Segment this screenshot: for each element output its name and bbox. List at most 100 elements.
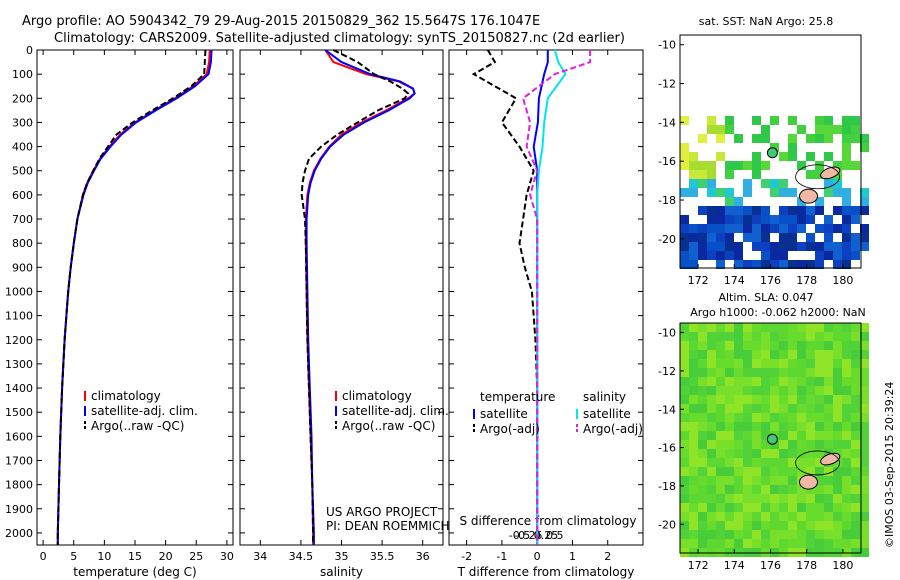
map-cell	[815, 242, 824, 251]
map-cell	[734, 368, 743, 377]
map-cell	[698, 395, 707, 404]
map-cell	[833, 494, 842, 503]
map-cell	[707, 413, 716, 422]
map-cell	[833, 440, 842, 449]
map-cell	[707, 188, 716, 197]
map-cell	[752, 539, 761, 548]
map-cell	[851, 206, 860, 215]
map-cell	[842, 161, 851, 170]
map-cell	[824, 386, 833, 395]
map-cell	[725, 404, 734, 413]
map-cell	[860, 197, 869, 206]
map-cell	[797, 485, 806, 494]
map-cell	[734, 521, 743, 530]
map-cell	[689, 449, 698, 458]
map-cell	[761, 260, 770, 269]
map-cell	[707, 386, 716, 395]
map-cell	[860, 413, 869, 422]
map-cell	[761, 206, 770, 215]
map-cell	[815, 260, 824, 269]
x-axis-label: T difference from climatology	[457, 565, 635, 579]
map-cell	[752, 503, 761, 512]
map-cell	[752, 233, 761, 242]
map-cell	[725, 386, 734, 395]
depth-tick-label: 1400	[5, 382, 33, 395]
map-cell	[725, 539, 734, 548]
map-cell	[788, 143, 797, 152]
map-cell	[788, 242, 797, 251]
series-line-2	[56, 49, 213, 545]
x-axis-label: salinity	[320, 565, 363, 579]
map-cell	[725, 215, 734, 224]
map-cell	[842, 521, 851, 530]
map-cell	[680, 422, 689, 431]
map-cell	[752, 404, 761, 413]
map-cell	[779, 332, 788, 341]
map-cell	[698, 512, 707, 521]
map-cell	[851, 161, 860, 170]
salinity-panel: 34 34.5 35 35.5 36 salinity climatologysatelli…	[239, 49, 449, 579]
map-cell	[707, 449, 716, 458]
map-cell	[851, 422, 860, 431]
map-cell	[815, 323, 824, 332]
map-cell	[851, 512, 860, 521]
map-cell	[824, 152, 833, 161]
map-cell	[851, 341, 860, 350]
map-cell	[752, 341, 761, 350]
map-cell	[716, 395, 725, 404]
map-cell	[779, 503, 788, 512]
map-cell	[833, 476, 842, 485]
map-cell	[752, 395, 761, 404]
map-cell	[743, 206, 752, 215]
map-cell	[716, 539, 725, 548]
map-cell	[734, 494, 743, 503]
map-cell	[788, 188, 797, 197]
map-cell	[851, 215, 860, 224]
map-cell	[806, 323, 815, 332]
map-cell	[860, 143, 869, 152]
map-cell	[680, 440, 689, 449]
island-shape	[820, 452, 841, 466]
map-cell	[707, 431, 716, 440]
map-cell	[788, 503, 797, 512]
map-cell	[815, 512, 824, 521]
map-cell	[824, 521, 833, 530]
map-cell	[806, 242, 815, 251]
map-cell	[842, 188, 851, 197]
map-cell	[824, 503, 833, 512]
map-cell	[680, 521, 689, 530]
island-shape	[820, 166, 841, 180]
map-cell	[788, 422, 797, 431]
map-cell	[842, 152, 851, 161]
x-tick-label: 5	[70, 550, 77, 563]
map-cell	[725, 341, 734, 350]
map-cell	[770, 386, 779, 395]
map-cell	[743, 458, 752, 467]
map-cell	[851, 494, 860, 503]
map-cell	[725, 413, 734, 422]
map-cell	[815, 377, 824, 386]
map-cell	[698, 404, 707, 413]
map-cell	[725, 377, 734, 386]
map-y-tick-label: -16	[658, 442, 676, 455]
map-cell	[824, 188, 833, 197]
map-cell	[824, 332, 833, 341]
map-cell	[734, 449, 743, 458]
map-cell	[680, 332, 689, 341]
map-cell	[779, 206, 788, 215]
map-cell	[860, 134, 869, 143]
map-cell	[824, 323, 833, 332]
map-cell	[860, 206, 869, 215]
map-cell	[716, 332, 725, 341]
map-cell	[734, 359, 743, 368]
map-cell	[725, 323, 734, 332]
map-cell	[833, 503, 842, 512]
island-shape	[799, 188, 819, 204]
map-cell	[743, 503, 752, 512]
map-cell	[698, 179, 707, 188]
map-cell	[725, 494, 734, 503]
map-cell	[851, 125, 860, 134]
map-cell	[752, 530, 761, 539]
map-cell	[770, 242, 779, 251]
map-cell	[788, 134, 797, 143]
